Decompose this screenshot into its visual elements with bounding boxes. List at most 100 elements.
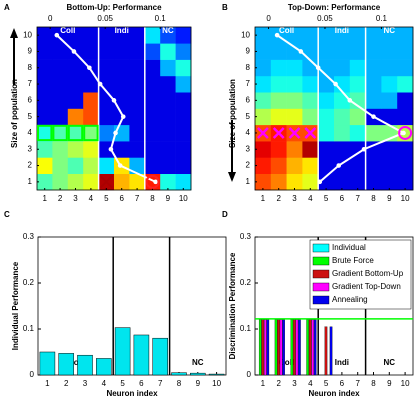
- y-tick-label: 4: [28, 128, 33, 137]
- bar: [190, 372, 206, 376]
- heat-cell: [349, 124, 366, 142]
- heat-cell: [334, 124, 351, 142]
- curve-point: [347, 98, 353, 103]
- heat-cell: [129, 27, 146, 44]
- heat-cell: [270, 173, 287, 191]
- x-tick-label: 3: [73, 194, 78, 203]
- curve-point: [361, 146, 367, 152]
- heat-cell: [114, 59, 130, 77]
- plot-frame: [36, 26, 192, 191]
- top-tick-label: 0.05: [317, 14, 333, 23]
- heat-cell: [302, 75, 319, 93]
- heat-cell: [129, 141, 146, 158]
- region-label: Indi: [335, 26, 349, 35]
- heat-cell: [381, 157, 398, 174]
- heat-cell: [83, 157, 99, 174]
- x-tick-label: 5: [120, 379, 125, 388]
- y-axis-label: Individual Performance: [11, 261, 20, 350]
- bar: [96, 358, 112, 376]
- y-tick-label: 5: [246, 112, 251, 121]
- heat-cell: [175, 75, 192, 93]
- heat-cell: [67, 27, 84, 44]
- heat-cell: [334, 108, 351, 126]
- heat-cell: [37, 75, 53, 93]
- y-tick-label: 0.3: [240, 232, 252, 241]
- arrow-head: [228, 172, 236, 182]
- heat-cell: [255, 173, 272, 191]
- heat-cell: [129, 43, 146, 60]
- x-tick-label: 10: [212, 379, 221, 388]
- x-tick-label: 9: [387, 194, 392, 203]
- x-tick-label: 4: [89, 194, 94, 203]
- bar: [282, 319, 285, 376]
- x-tick-label: 1: [261, 194, 266, 203]
- curve-point: [153, 179, 158, 185]
- x-tick-label: 9: [166, 194, 171, 203]
- heat-cell: [98, 59, 115, 77]
- heat-cell: [302, 141, 319, 158]
- heat-cell: [381, 141, 398, 158]
- panel-label: D: [222, 210, 228, 219]
- curve-point: [120, 114, 126, 119]
- heat-cell: [286, 141, 303, 158]
- y-tick-label: 10: [241, 30, 250, 39]
- heat-cell: [129, 59, 146, 77]
- heat-cell: [83, 43, 99, 60]
- cross-marker: [99, 175, 114, 189]
- heat-cell: [318, 92, 335, 109]
- heat-cell: [67, 59, 84, 77]
- y-tick-label: 6: [28, 95, 33, 104]
- y-tick-label: 3: [28, 144, 33, 153]
- curve-point: [111, 98, 117, 103]
- x-tick-label: 10: [401, 379, 410, 388]
- x-tick-label: 1: [261, 379, 266, 388]
- heat-cell: [365, 124, 382, 142]
- heat-cell: [397, 92, 414, 109]
- y-tick-label: 1: [28, 177, 33, 186]
- bar: [266, 319, 270, 376]
- heat-cell: [302, 43, 319, 60]
- heat-cell: [175, 59, 192, 77]
- heat-cell: [114, 92, 130, 109]
- heat-cell: [52, 75, 69, 93]
- heat-cell: [397, 59, 414, 77]
- top-tick-label: 0.1: [376, 14, 388, 23]
- heat-cell: [286, 59, 303, 77]
- heat-cell: [349, 43, 366, 60]
- x-axis-label: Neuron index: [308, 389, 360, 398]
- y-axis-label: Size of population: [10, 79, 19, 148]
- heat-cell: [318, 59, 335, 77]
- cross-marker: [304, 127, 317, 139]
- heat-cell: [349, 173, 366, 191]
- heat-cell: [175, 27, 192, 44]
- heat-cell: [160, 92, 176, 109]
- y-tick-label: 10: [23, 30, 32, 39]
- x-tick-label: 5: [104, 194, 109, 203]
- bar: [298, 319, 301, 376]
- legend-swatch: [312, 269, 330, 279]
- heat-cell: [114, 43, 130, 60]
- heat-cell: [286, 108, 303, 126]
- top-tick-label: 0.05: [97, 14, 113, 23]
- x-tick-label: 7: [158, 379, 163, 388]
- cross-marker: [288, 127, 301, 139]
- heat-cell: [129, 92, 146, 109]
- heat-cell: [334, 43, 351, 60]
- bar: [171, 372, 187, 376]
- heat-cell: [397, 157, 414, 174]
- heat-cell: [286, 75, 303, 93]
- heat-cell: [83, 124, 99, 142]
- region-label: Indi: [335, 358, 349, 367]
- heat-cell: [381, 173, 398, 191]
- heat-cell: [160, 157, 176, 174]
- heat-cell: [175, 43, 192, 60]
- heat-cell: [129, 75, 146, 93]
- legend-swatch: [312, 282, 330, 292]
- curve-point: [87, 65, 92, 71]
- x-tick-label: 4: [308, 379, 313, 388]
- x-tick-label: 7: [355, 379, 360, 388]
- heat-cell: [160, 124, 176, 142]
- circle-marker: [145, 174, 160, 189]
- bar: [279, 319, 283, 376]
- selection-box: [67, 124, 84, 142]
